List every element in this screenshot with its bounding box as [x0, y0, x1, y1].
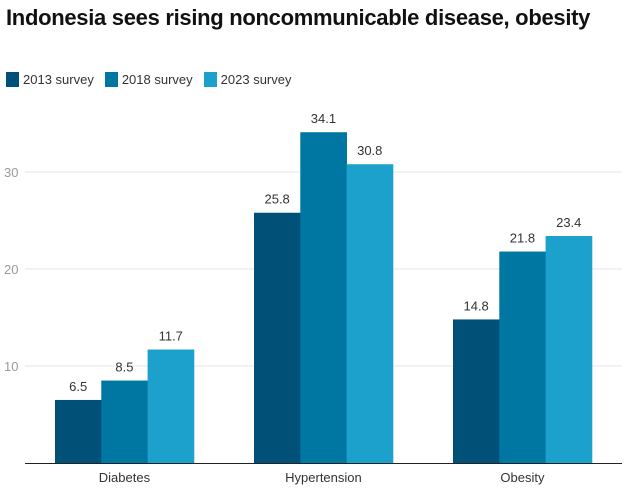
bar [55, 399, 102, 463]
bar [499, 251, 546, 463]
data-label: 30.8 [357, 143, 382, 158]
value-labels: 6.5 8.5 11.7 25.8 34.1 30.8 14.8 21.8 23.4 [69, 111, 581, 394]
legend-label: 2023 survey [220, 72, 292, 87]
data-label: 25.8 [264, 192, 289, 207]
bar [346, 164, 394, 464]
x-tick-label: Hypertension [285, 470, 362, 485]
y-tick-label: 30 [4, 165, 18, 180]
legend-swatch [104, 72, 118, 87]
legend-item-2018: 2018 survey [104, 72, 193, 87]
legend-item-2023: 2023 survey [203, 72, 292, 87]
data-label: 8.5 [115, 360, 133, 375]
x-tick-label: Diabetes [99, 470, 151, 485]
data-label: 14.8 [463, 298, 488, 313]
legend-item-2013: 2013 survey [6, 72, 94, 87]
bar [545, 236, 593, 463]
data-label: 23.4 [556, 215, 581, 230]
legend-swatch [203, 72, 217, 87]
bar [147, 349, 195, 463]
bar [453, 319, 500, 463]
x-axis: Diabetes Hypertension Obesity [25, 463, 622, 485]
y-tick-label: 10 [4, 359, 18, 374]
legend-label: 2018 survey [121, 72, 193, 87]
legend-swatch [6, 72, 19, 87]
bars [55, 132, 593, 464]
bar [300, 132, 347, 464]
data-label: 21.8 [510, 231, 535, 246]
bar [254, 212, 301, 463]
chart-title: Indonesia sees rising noncommunicable di… [6, 5, 591, 30]
data-label: 6.5 [69, 379, 87, 394]
data-label: 34.1 [311, 111, 336, 126]
bar [101, 380, 148, 463]
x-tick-label: Obesity [500, 470, 545, 485]
y-tick-label: 20 [4, 262, 18, 277]
legend: 2013 survey 2018 survey 2023 survey [6, 72, 302, 87]
data-label: 11.7 [159, 329, 183, 344]
legend-label: 2013 survey [23, 72, 94, 87]
